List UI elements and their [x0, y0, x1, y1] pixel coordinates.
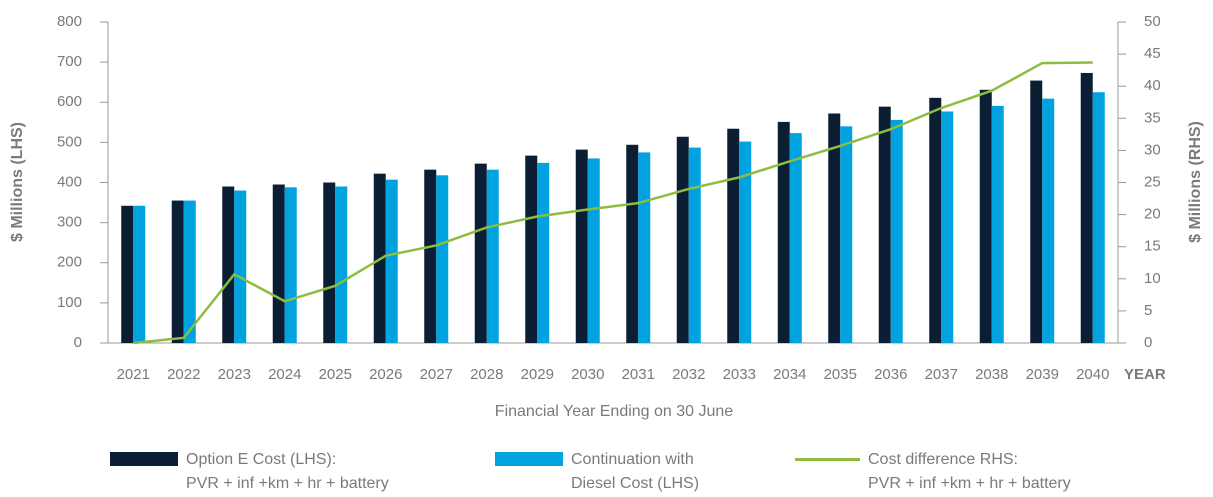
x-tick-label: 2029 [521, 366, 554, 383]
x-tick-label: 2027 [420, 366, 453, 383]
x-tick-label: 2023 [218, 366, 251, 383]
y2-tick-label: 5 [1144, 302, 1152, 319]
y-tick-label: 600 [57, 93, 82, 110]
y2-tick-label: 15 [1144, 238, 1161, 255]
y-tick-label: 200 [57, 254, 82, 271]
y-tick-label: 0 [74, 334, 82, 351]
x-axis-title: Financial Year Ending on 30 June [495, 403, 734, 420]
bar [222, 186, 235, 343]
bar [828, 113, 841, 343]
bar [638, 152, 651, 343]
bar [575, 149, 588, 343]
bar [1042, 98, 1055, 343]
bar [878, 106, 891, 343]
bar [424, 169, 437, 343]
y-tick-label: 400 [57, 173, 82, 190]
bar [789, 133, 802, 343]
bar [941, 111, 954, 343]
legend-swatch [495, 452, 563, 466]
legend-item: Continuation with Diesel Cost (LHS) [495, 448, 699, 496]
y2-tick-label: 10 [1144, 270, 1161, 287]
line [133, 61, 1093, 345]
y2-tick-label: 40 [1144, 77, 1161, 94]
bar [991, 105, 1004, 343]
bar [626, 144, 639, 343]
x-tick-label: 2035 [824, 366, 857, 383]
x-tick-label: 2033 [723, 366, 756, 383]
bar [323, 182, 336, 343]
x-tick-label: 2039 [1026, 366, 1059, 383]
y-tick-label: 700 [57, 53, 82, 70]
bar [688, 147, 701, 343]
bar [284, 187, 297, 343]
bar [739, 141, 752, 343]
x-tick-label: 2032 [672, 366, 705, 383]
y-tick-label: 300 [57, 214, 82, 231]
chart: $ Millions (LHS) $ Millions (RHS) Financ… [9, 13, 1204, 420]
bar [890, 119, 903, 343]
x-tick-label: 2030 [571, 366, 604, 383]
x-tick-label: 2021 [117, 366, 150, 383]
bar [385, 179, 398, 343]
y2-tick-label: 45 [1144, 45, 1161, 62]
x-tick-label: 2037 [925, 366, 958, 383]
bar [777, 121, 790, 343]
y2-tick-label: 30 [1144, 141, 1161, 158]
bar [525, 155, 538, 343]
bar [272, 184, 285, 343]
x-tick-label: 2036 [874, 366, 907, 383]
x-tick-label: 2028 [470, 366, 503, 383]
bar [587, 158, 600, 343]
y2-tick-label: 0 [1144, 334, 1152, 351]
bar [727, 128, 740, 343]
y-tick-label: 800 [57, 13, 82, 30]
bar [121, 205, 134, 343]
bar [335, 186, 348, 343]
bar [486, 169, 499, 343]
y2-tick-label: 25 [1144, 173, 1161, 190]
legend-item: Cost difference RHS: PVR + inf +km + hr … [795, 448, 1071, 496]
bar [929, 97, 942, 344]
legend-swatch [110, 452, 178, 466]
x-tick-label: 2038 [975, 366, 1008, 383]
bar [1080, 72, 1093, 344]
y2-tick-label: 50 [1144, 13, 1161, 30]
legend-swatch [795, 458, 860, 461]
x-tick-label: 2040 [1076, 366, 1109, 383]
bar [676, 136, 689, 343]
bar [1030, 80, 1043, 344]
bar [537, 162, 550, 343]
bar [171, 200, 184, 343]
y-tick-label: 100 [57, 294, 82, 311]
x-tick-label: 2024 [268, 366, 301, 383]
bar [234, 190, 247, 343]
x-tick-label: 2034 [773, 366, 806, 383]
bar [1092, 92, 1105, 343]
x-tick-label: 2031 [622, 366, 655, 383]
x-tick-label: 2025 [319, 366, 352, 383]
bar [474, 163, 487, 343]
legend-label: Option E Cost (LHS): PVR + inf +km + hr … [186, 451, 389, 492]
bar [183, 200, 196, 343]
bar [133, 205, 146, 343]
x-tick-label: 2022 [167, 366, 200, 383]
y2-axis-title: $ Millions (RHS) [1187, 121, 1204, 243]
legend-item: Option E Cost (LHS): PVR + inf +km + hr … [110, 448, 389, 496]
bar [840, 126, 853, 343]
y-tick-label: 500 [57, 133, 82, 150]
bar [436, 175, 449, 343]
legend-label: Continuation with Diesel Cost (LHS) [571, 451, 700, 492]
bar [979, 89, 992, 343]
legend-label: Cost difference RHS: PVR + inf +km + hr … [868, 451, 1071, 492]
y2-tick-label: 35 [1144, 109, 1161, 126]
y-axis-title: $ Millions (LHS) [9, 122, 26, 242]
x-unit-label: YEAR [1124, 366, 1166, 383]
x-tick-label: 2026 [369, 366, 402, 383]
y2-tick-label: 20 [1144, 206, 1161, 223]
